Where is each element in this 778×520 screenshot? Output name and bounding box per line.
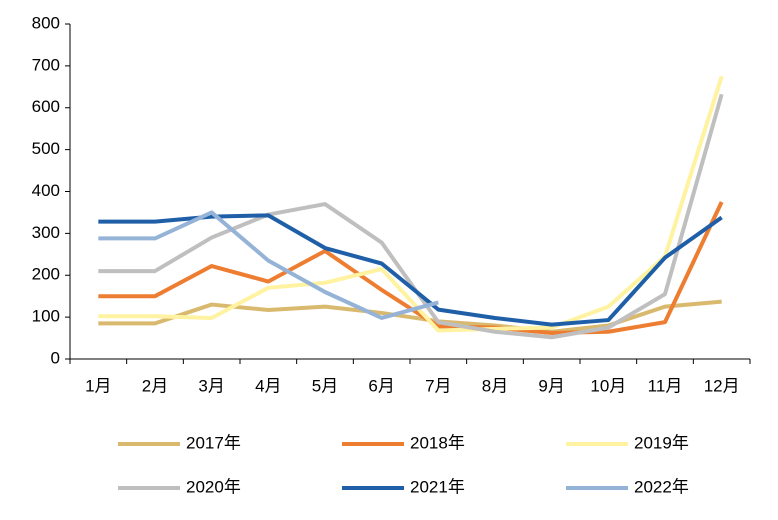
x-tick-label: 9月	[538, 376, 564, 395]
x-tick-label: 10月	[590, 376, 626, 395]
x-tick-label: 8月	[482, 376, 508, 395]
series-line	[98, 93, 724, 340]
legend-label: 2019年	[634, 433, 689, 452]
legend-label: 2018年	[410, 433, 465, 452]
series-line	[98, 201, 724, 336]
legend-label: 2020年	[186, 477, 241, 496]
legend-label: 2022年	[634, 477, 689, 496]
x-tick-label: 5月	[312, 376, 338, 395]
x-tick-label: 3月	[198, 376, 224, 395]
x-tick-label: 6月	[368, 376, 394, 395]
y-tick-label: 100	[32, 307, 60, 326]
x-tick-label: 11月	[648, 376, 683, 395]
legend-label: 2017年	[186, 433, 241, 452]
y-tick-label: 400	[32, 181, 60, 200]
legend-label: 2021年	[410, 477, 465, 496]
x-tick-label: 7月	[425, 376, 451, 395]
y-tick-label: 800	[32, 13, 60, 32]
x-tick-label: 1月	[85, 376, 111, 395]
x-tick-label: 4月	[255, 376, 281, 395]
y-tick-label: 200	[32, 265, 60, 284]
y-tick-label: 700	[32, 55, 60, 74]
y-tick-label: 500	[32, 139, 60, 158]
y-tick-label: 300	[32, 223, 60, 242]
y-tick-label: 600	[32, 97, 60, 116]
series-line	[98, 210, 439, 320]
series-line	[98, 75, 724, 333]
x-tick-label: 12月	[704, 376, 740, 395]
y-tick-label: 0	[51, 348, 60, 367]
x-tick-label: 2月	[142, 376, 168, 395]
